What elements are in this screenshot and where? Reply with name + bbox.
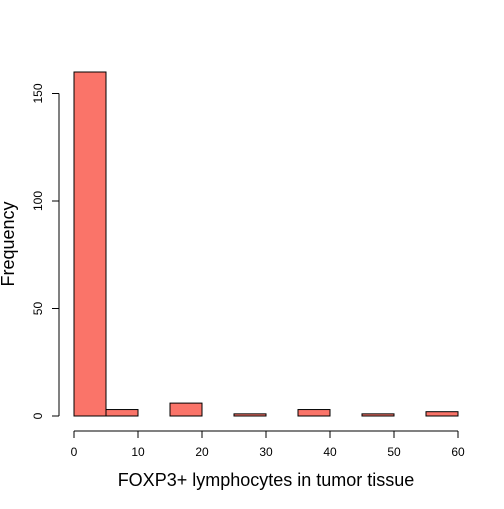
histogram-bar-0: [73, 71, 107, 417]
x-tick-label: 30: [259, 445, 273, 459]
x-axis: 0 10 20 30 40 50 60: [71, 430, 465, 459]
histogram-bar-11: [425, 411, 459, 417]
bars-layer: [73, 71, 459, 417]
y-tick-label: 50: [31, 302, 45, 316]
histogram-bar-1: [105, 409, 139, 417]
x-tick-label: 50: [387, 445, 401, 459]
histogram-bar-5: [233, 413, 267, 417]
histogram-bar-3: [169, 402, 203, 417]
x-axis-title: FOXP3+ lymphocytes in tumor tissue: [118, 470, 415, 490]
y-axis-title: Frequency: [0, 201, 18, 286]
y-tick-label: 150: [31, 83, 45, 103]
x-tick-label: 0: [71, 445, 78, 459]
x-tick-label: 10: [131, 445, 145, 459]
x-tick-label: 40: [323, 445, 337, 459]
y-tick-label: 100: [31, 191, 45, 211]
x-tick-label: 20: [195, 445, 209, 459]
y-axis: 0 50 100 150: [31, 83, 60, 419]
histogram-bar-9: [361, 413, 395, 417]
x-tick-label: 60: [451, 445, 465, 459]
histogram-bar-7: [297, 409, 331, 417]
y-tick-label: 0: [31, 412, 45, 419]
